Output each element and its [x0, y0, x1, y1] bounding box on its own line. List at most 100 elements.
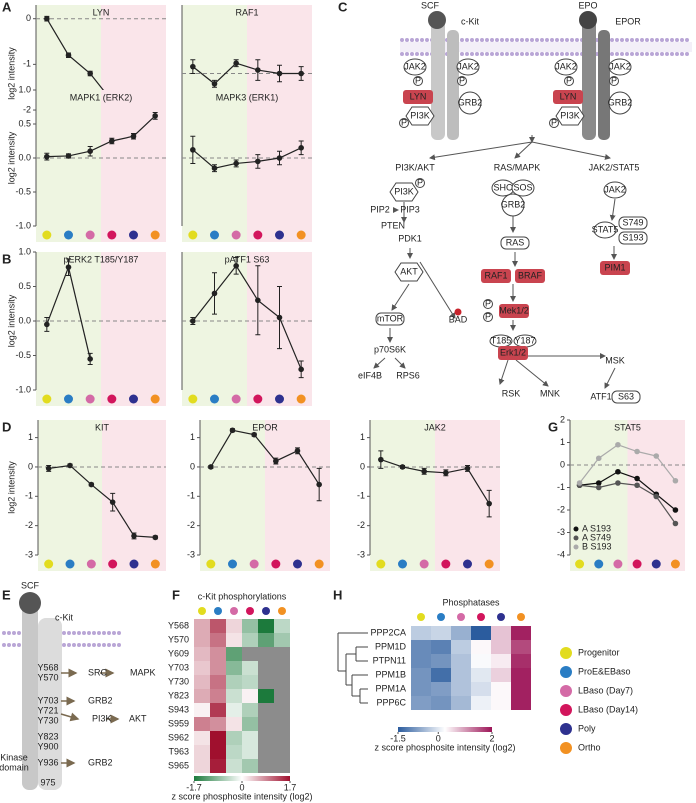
node-label: AKT: [400, 266, 418, 276]
heatmap-cell: [274, 661, 290, 675]
heatmap-cell: [226, 661, 242, 675]
heatmap-cell: [258, 619, 274, 633]
data-point: [615, 441, 621, 448]
data-point: [273, 458, 279, 464]
data-point: [44, 321, 50, 328]
phospho: [457, 76, 467, 86]
lipid: [465, 52, 469, 56]
kit-label: Y900: [37, 741, 58, 751]
lipid: [530, 52, 534, 56]
arrow: [60, 712, 80, 722]
phospho: [483, 299, 493, 309]
node-label: P: [459, 75, 465, 85]
node: [618, 216, 648, 230]
stage-dot: [463, 559, 472, 569]
y-tick-label: 1: [560, 437, 565, 447]
lipid: [405, 38, 409, 42]
stage-dot: [275, 394, 284, 404]
heatmap-cell: [258, 703, 274, 717]
heatmap-cell: [411, 682, 431, 696]
node-label: RAF1: [484, 270, 507, 280]
node-label: P: [551, 117, 557, 127]
lipid: [470, 52, 474, 56]
data-point: [109, 138, 115, 144]
lipid: [685, 52, 689, 56]
chart-title: pATF1 S63: [225, 254, 270, 264]
lipid: [610, 38, 614, 42]
series-line: [380, 459, 490, 504]
lipid: [640, 38, 644, 42]
stage-dot: [457, 613, 465, 621]
heatmap-cell: [210, 661, 226, 675]
lipid: [102, 643, 106, 647]
heatmap-cell: [226, 759, 242, 773]
panel-label: C: [338, 0, 348, 14]
lipid: [500, 38, 504, 42]
node: [603, 181, 627, 199]
lipid: [415, 52, 419, 56]
heatmap-cell: [242, 633, 258, 647]
heatmap-cell: [431, 696, 451, 710]
data-point: [255, 297, 261, 304]
lipid: [560, 52, 564, 56]
ligand: [579, 11, 597, 29]
receptor: [582, 14, 596, 140]
data-point: [87, 70, 93, 77]
legend-label: A S193: [582, 523, 611, 533]
chart-title: pERK2 T185/Y187: [64, 254, 139, 264]
lipid: [550, 38, 554, 42]
lipid: [660, 52, 664, 56]
row-label: PPM1B: [375, 669, 406, 679]
lipid: [610, 52, 614, 56]
stage-dot: [231, 394, 241, 404]
lipid: [675, 38, 679, 42]
heatmap-cell: [210, 689, 226, 703]
row-label: S962: [168, 732, 189, 742]
lipid: [615, 38, 619, 42]
heatmap-cell: [194, 717, 210, 731]
heatmap-cell: [258, 675, 274, 689]
y-tick-label: 0: [360, 461, 365, 471]
chart-title: KIT: [95, 422, 110, 432]
stage-dot: [632, 559, 642, 569]
panel-label: B: [2, 251, 11, 266]
lipid: [97, 631, 101, 635]
y-tick-label: -3: [187, 549, 195, 559]
node: [555, 106, 585, 126]
data-point: [211, 80, 218, 87]
node-label: P: [485, 311, 491, 321]
heatmap-cell: [194, 689, 210, 703]
receptor: [447, 30, 459, 140]
heatmap-cell: [242, 745, 258, 759]
lipid: [62, 631, 66, 635]
heatmap-cell: [210, 703, 226, 717]
heatmap-cell: [242, 647, 258, 661]
lipid: [645, 52, 649, 56]
y-tick-label: -2: [25, 520, 33, 530]
node: [403, 90, 433, 104]
node: [403, 58, 427, 76]
kit-label: SCF: [21, 580, 40, 590]
stage-dot: [107, 394, 117, 404]
chart-title: RAF1: [235, 7, 258, 17]
heatmap-cell: [210, 717, 226, 731]
y-tick-label: -1: [23, 59, 31, 69]
data-point: [276, 70, 283, 77]
y-tick-label: -1: [25, 491, 33, 501]
lipid: [2, 631, 6, 635]
arrow: [498, 359, 509, 385]
node-label: Mek1/2: [499, 305, 529, 315]
y-axis-label: log2 intensity: [6, 131, 16, 184]
lipid: [685, 38, 689, 42]
series-line: [579, 471, 676, 511]
panel-label: E: [2, 587, 11, 602]
y-tick-label: 0.5: [18, 118, 31, 128]
lipid: [102, 631, 106, 635]
row-label: PPM1D: [375, 641, 407, 651]
kit-label: Y570: [37, 672, 58, 682]
bg-early: [200, 420, 265, 571]
bg-late: [247, 90, 312, 242]
heatmap-cell: [491, 668, 511, 682]
row-label: Y570: [168, 634, 189, 644]
data-point: [45, 465, 52, 472]
